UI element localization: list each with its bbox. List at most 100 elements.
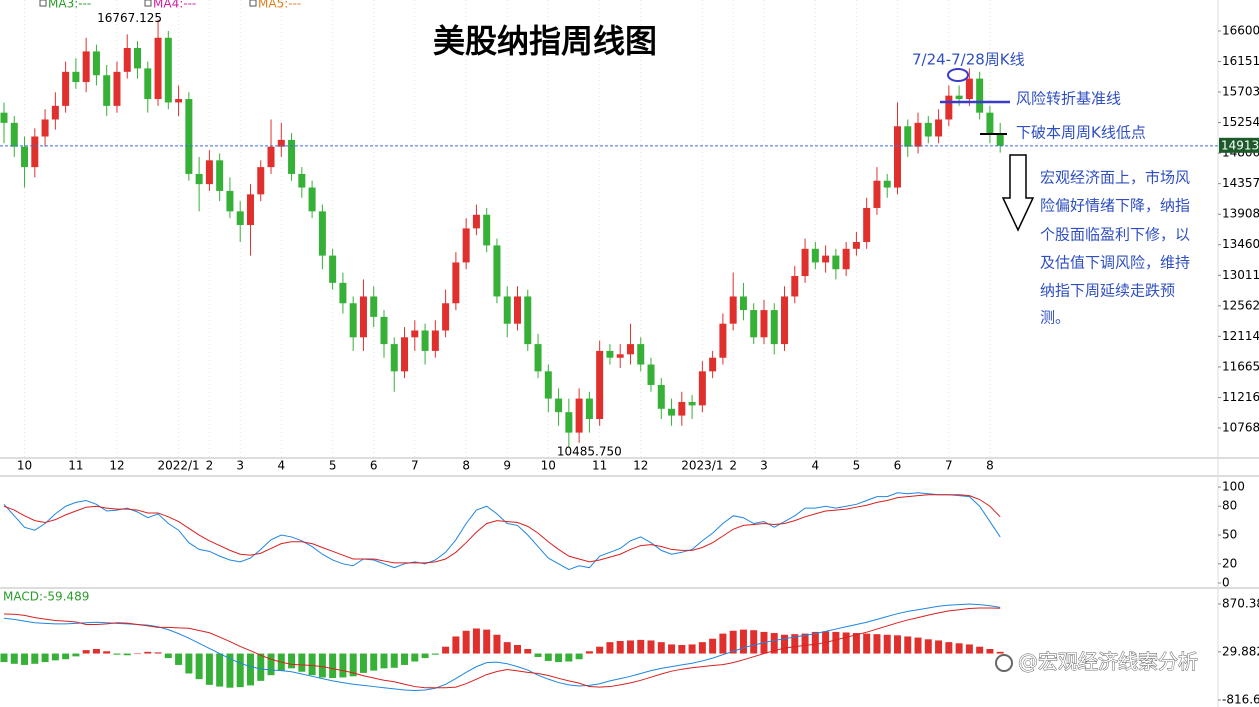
macd-bar — [113, 653, 121, 655]
macd-bar — [226, 653, 234, 688]
down-arrow — [1001, 154, 1035, 232]
y-tick-label: 14357 — [1222, 176, 1259, 190]
macd-bar — [709, 638, 717, 654]
x-tick-label: 2 — [206, 459, 214, 473]
macd-bar — [575, 653, 583, 660]
candle-body — [195, 173, 203, 185]
x-tick-label: 5 — [329, 459, 337, 473]
y-tick-label: 13908 — [1222, 207, 1259, 221]
y-tick-label: 29.882 — [1222, 644, 1259, 658]
macd-bar — [257, 653, 265, 681]
commentary: 个股面临盈利下修，以 — [1040, 226, 1190, 244]
y-tick-label: 10768 — [1222, 420, 1259, 434]
candle-body — [585, 398, 593, 419]
candle-body — [924, 122, 932, 137]
candle-body — [904, 126, 912, 147]
x-tick-label: 2023/1 — [681, 459, 723, 473]
candle-body — [421, 330, 429, 351]
x-tick-label: 8 — [986, 459, 994, 473]
macd-bar — [288, 653, 296, 669]
candle-body — [0, 112, 8, 123]
high-label: 16767.125 — [97, 11, 162, 25]
x-tick-label: 6 — [370, 459, 378, 473]
macd-bar — [976, 646, 984, 654]
candle-body — [62, 71, 70, 106]
macd-bar — [514, 644, 521, 654]
candle-body — [472, 214, 480, 229]
y-tick-label: 12562 — [1222, 298, 1259, 312]
candle-body — [596, 350, 604, 419]
macd-bar — [164, 653, 172, 659]
macd-bar — [596, 646, 604, 654]
x-tick-label: 11 — [592, 459, 607, 473]
candle-body — [637, 344, 645, 365]
y-tick-label: 13460 — [1222, 237, 1259, 251]
macd-bar — [924, 639, 932, 654]
x-tick-label: 4 — [277, 459, 285, 473]
y-tick-label: 12114 — [1222, 329, 1259, 343]
x-tick-label: 3 — [236, 459, 244, 473]
candle-body — [72, 71, 80, 83]
macd-bar — [298, 653, 306, 672]
candle-body — [626, 344, 634, 355]
macd-line — [3, 603, 1001, 692]
commentary: 及估值下调风险，维持 — [1040, 254, 1190, 272]
macd-bar — [380, 653, 388, 669]
macd-bar — [842, 632, 850, 654]
macd-bar — [770, 633, 778, 654]
macd-bar — [483, 629, 491, 654]
macd-bar — [791, 634, 799, 654]
macd-bar — [185, 653, 193, 674]
macd-bar — [82, 650, 90, 654]
x-tick-label: 10 — [541, 459, 556, 473]
macd-bar — [955, 643, 963, 654]
candle-body — [318, 211, 326, 256]
candle-body — [216, 160, 224, 191]
commentary: 测。 — [1040, 309, 1070, 327]
x-tick-label: 3 — [760, 459, 768, 473]
candle-body — [10, 122, 18, 147]
candle-body — [781, 296, 789, 345]
macd-bar — [965, 644, 973, 654]
macd-bar — [308, 653, 316, 676]
macd-bar — [236, 653, 244, 688]
candle-body — [955, 95, 963, 100]
x-tick-label: 6 — [894, 459, 902, 473]
macd-bar — [801, 633, 809, 654]
macd-bar — [544, 653, 552, 661]
watermark-icon — [995, 654, 1013, 672]
annotation: 下破本周周K线低点 — [1016, 124, 1146, 142]
candle-body — [770, 310, 778, 345]
macd-bar — [647, 640, 655, 654]
candle-body — [82, 51, 90, 83]
candle-body — [123, 47, 131, 72]
candle-body — [401, 337, 409, 372]
candle-body — [370, 296, 378, 317]
y-tick-label: 16151 — [1222, 54, 1259, 68]
macd-bar — [0, 653, 8, 663]
candle-body — [678, 401, 686, 416]
macd-bar — [904, 636, 912, 654]
annotation: 风险转折基准线 — [1016, 90, 1121, 108]
macd-bar — [524, 648, 532, 654]
candle-body — [277, 139, 285, 147]
x-tick-label: 9 — [503, 459, 511, 473]
candle-body — [257, 167, 265, 195]
candle-body — [390, 344, 398, 372]
low-label: 10485.750 — [557, 445, 622, 459]
x-tick-label: 5 — [853, 459, 861, 473]
candle-body — [914, 122, 922, 147]
watermark: @宏观经济线索分析 — [1018, 650, 1198, 674]
candle-body — [616, 354, 624, 358]
x-tick-label: 2022/1 — [157, 459, 199, 473]
candle-body — [349, 303, 357, 338]
candle-body — [226, 190, 234, 212]
candle-body — [893, 126, 901, 188]
candle-body — [175, 99, 183, 103]
macd-bar — [462, 630, 470, 654]
annotation: 7/24-7/28周K线 — [912, 51, 1025, 69]
macd-bar — [493, 634, 501, 654]
candle-body — [103, 75, 111, 106]
